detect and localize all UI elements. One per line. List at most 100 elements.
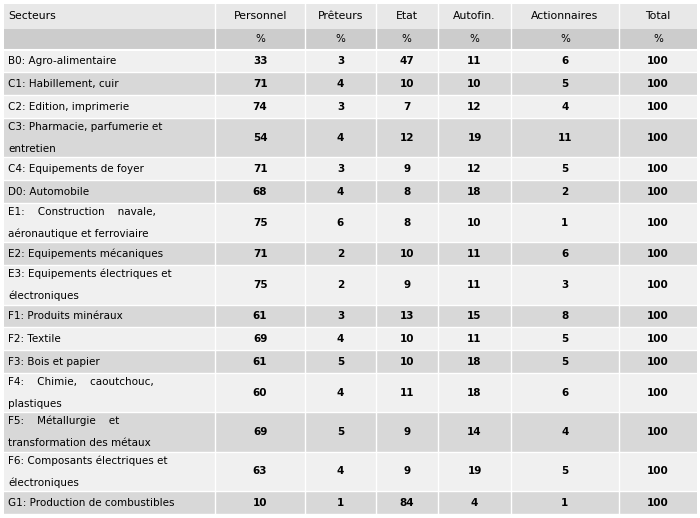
Text: Secteurs: Secteurs — [8, 11, 56, 21]
Text: 61: 61 — [253, 356, 267, 367]
Text: 63: 63 — [253, 467, 267, 477]
Text: 100: 100 — [647, 334, 668, 344]
Text: 10: 10 — [468, 218, 482, 228]
Text: 9: 9 — [403, 164, 410, 174]
Text: E2: Equipements mécaniques: E2: Equipements mécaniques — [8, 249, 163, 259]
Text: 6: 6 — [561, 387, 568, 398]
Text: 19: 19 — [468, 467, 482, 477]
Text: 100: 100 — [647, 498, 668, 508]
Text: 61: 61 — [253, 311, 267, 321]
Text: D0: Automobile: D0: Automobile — [8, 186, 89, 197]
Text: 4: 4 — [337, 334, 344, 344]
Text: transformation des métaux: transformation des métaux — [8, 438, 150, 448]
Text: 71: 71 — [253, 249, 267, 259]
Text: Etat: Etat — [395, 11, 418, 21]
Text: 8: 8 — [561, 311, 568, 321]
Text: 100: 100 — [647, 133, 668, 143]
Text: 47: 47 — [400, 56, 414, 66]
Text: 5: 5 — [561, 467, 568, 477]
Text: 10: 10 — [400, 79, 414, 89]
Text: 2: 2 — [337, 280, 344, 290]
Text: 69: 69 — [253, 334, 267, 344]
Text: Prêteurs: Prêteurs — [318, 11, 363, 21]
Text: 3: 3 — [561, 280, 568, 290]
Bar — [215, 4, 305, 29]
Text: E1:    Construction    navale,: E1: Construction navale, — [8, 207, 156, 217]
Text: 19: 19 — [468, 133, 482, 143]
Text: 74: 74 — [253, 102, 267, 111]
Text: 71: 71 — [253, 164, 267, 174]
Text: %: % — [256, 34, 265, 44]
Text: 12: 12 — [468, 102, 482, 111]
Text: 100: 100 — [647, 102, 668, 111]
Text: 11: 11 — [468, 249, 482, 259]
Text: 2: 2 — [337, 249, 344, 259]
Text: 4: 4 — [561, 102, 568, 111]
Bar — [4, 73, 697, 95]
Text: 3: 3 — [337, 164, 344, 174]
Text: 5: 5 — [561, 334, 568, 344]
Text: G1: Production de combustibles: G1: Production de combustibles — [8, 498, 174, 508]
Text: 3: 3 — [337, 102, 344, 111]
Bar — [511, 29, 619, 50]
Text: 18: 18 — [468, 356, 482, 367]
Text: 8: 8 — [403, 218, 410, 228]
Text: 11: 11 — [558, 133, 572, 143]
Bar — [4, 118, 697, 157]
Text: 100: 100 — [647, 218, 668, 228]
Text: Actionnaires: Actionnaires — [531, 11, 598, 21]
Text: 10: 10 — [253, 498, 267, 508]
Text: entretien: entretien — [8, 144, 56, 154]
Bar — [438, 4, 511, 29]
Text: 100: 100 — [647, 467, 668, 477]
Text: %: % — [335, 34, 345, 44]
Text: 75: 75 — [253, 280, 267, 290]
Text: C3: Pharmacie, parfumerie et: C3: Pharmacie, parfumerie et — [8, 122, 162, 132]
Text: 12: 12 — [400, 133, 414, 143]
Bar — [215, 29, 305, 50]
Text: 13: 13 — [400, 311, 414, 321]
Text: 10: 10 — [400, 356, 414, 367]
Text: 4: 4 — [561, 427, 568, 437]
Bar — [4, 305, 697, 327]
Text: F4:    Chimie,    caoutchouc,: F4: Chimie, caoutchouc, — [8, 377, 154, 387]
Text: 18: 18 — [468, 387, 482, 398]
Text: 4: 4 — [337, 79, 344, 89]
Bar — [438, 29, 511, 50]
Text: 6: 6 — [561, 56, 568, 66]
Text: C4: Equipements de foyer: C4: Equipements de foyer — [8, 164, 144, 174]
Text: 100: 100 — [647, 56, 668, 66]
Text: %: % — [653, 34, 663, 44]
Text: 6: 6 — [561, 249, 568, 259]
Text: E3: Equipements électriques et: E3: Equipements électriques et — [8, 269, 171, 279]
Text: 9: 9 — [403, 427, 410, 437]
Text: 11: 11 — [468, 280, 482, 290]
Text: F6: Composants électriques et: F6: Composants électriques et — [8, 455, 167, 466]
Text: 2: 2 — [561, 186, 568, 197]
Bar — [4, 350, 697, 373]
Text: 100: 100 — [647, 186, 668, 197]
Bar — [619, 29, 697, 50]
Text: %: % — [470, 34, 480, 44]
Text: 4: 4 — [337, 133, 344, 143]
Bar — [376, 29, 438, 50]
Text: électroniques: électroniques — [8, 291, 79, 301]
Text: 9: 9 — [403, 467, 410, 477]
Text: 14: 14 — [467, 427, 482, 437]
Bar — [4, 180, 697, 203]
Bar — [305, 4, 376, 29]
Text: C1: Habillement, cuir: C1: Habillement, cuir — [8, 79, 118, 89]
Text: 4: 4 — [471, 498, 478, 508]
Text: Autofin.: Autofin. — [454, 11, 496, 21]
Text: Total: Total — [645, 11, 671, 21]
Text: 9: 9 — [403, 280, 410, 290]
Text: 69: 69 — [253, 427, 267, 437]
Bar — [4, 373, 697, 412]
Text: F1: Produits minéraux: F1: Produits minéraux — [8, 311, 122, 321]
Text: 1: 1 — [561, 218, 568, 228]
Text: %: % — [560, 34, 570, 44]
Text: 54: 54 — [253, 133, 267, 143]
Text: 33: 33 — [253, 56, 267, 66]
Text: Personnel: Personnel — [233, 11, 287, 21]
Text: 8: 8 — [403, 186, 410, 197]
